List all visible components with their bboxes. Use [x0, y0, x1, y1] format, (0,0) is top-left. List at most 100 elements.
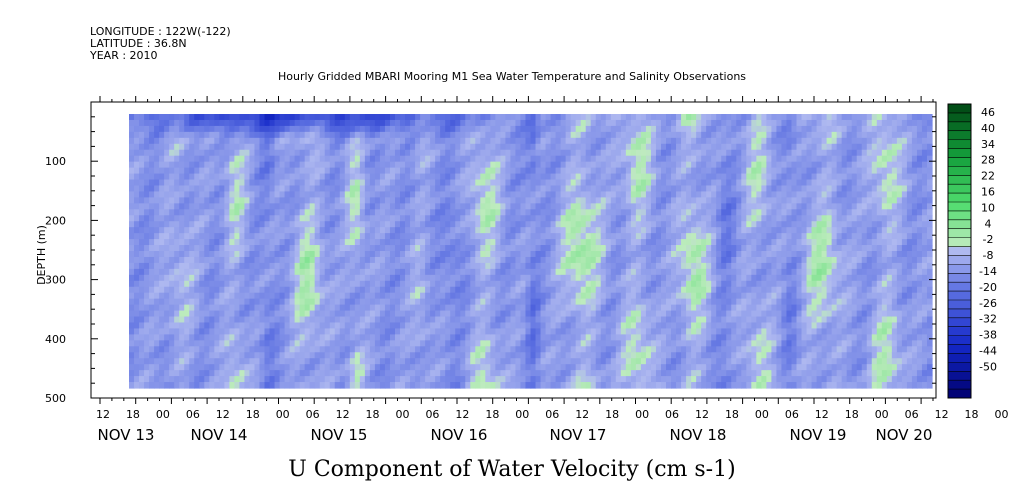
field-cell	[234, 114, 241, 121]
field-cell	[229, 310, 235, 318]
field-cell	[460, 233, 466, 240]
field-cell	[314, 143, 321, 151]
field-cell	[294, 239, 301, 246]
field-cell	[389, 382, 396, 389]
field-cell	[425, 245, 431, 252]
field-cell	[425, 304, 431, 312]
field-cell	[470, 322, 476, 330]
field-cell	[535, 376, 542, 383]
field-cell	[389, 245, 396, 252]
field-cell	[560, 340, 567, 347]
field-cell	[314, 251, 321, 258]
field-cell	[570, 352, 577, 359]
field-cell	[505, 149, 512, 157]
field-cell	[645, 334, 652, 341]
field-cell	[149, 221, 155, 228]
field-cell	[394, 274, 401, 282]
field-cell	[259, 376, 266, 383]
field-cell	[620, 203, 627, 210]
field-cell	[445, 197, 451, 204]
field-cell	[309, 197, 316, 204]
field-cell	[425, 322, 431, 330]
field-cell	[515, 155, 522, 163]
field-cell	[400, 227, 406, 234]
field-cell	[666, 161, 672, 169]
field-cell	[284, 167, 291, 175]
field-cell	[269, 191, 276, 198]
field-cell	[495, 179, 501, 187]
field-cell	[455, 161, 461, 169]
field-cell	[284, 316, 291, 324]
field-cell	[485, 298, 491, 306]
field-cell	[555, 370, 562, 377]
field-cell	[565, 221, 572, 228]
field-cell	[249, 304, 256, 312]
field-cell	[650, 274, 657, 282]
field-cell	[299, 167, 306, 175]
field-cell	[209, 197, 215, 204]
field-cell	[299, 364, 306, 371]
field-cell	[139, 334, 145, 341]
field-cell	[164, 280, 170, 288]
field-cell	[405, 245, 411, 252]
field-cell	[264, 364, 271, 371]
field-cell	[480, 304, 486, 312]
field-cell	[174, 376, 180, 383]
field-cell	[660, 203, 667, 210]
field-cell	[194, 209, 200, 216]
field-cell	[239, 239, 246, 246]
field-cell	[334, 376, 341, 383]
field-cell	[520, 149, 527, 157]
field-cell	[144, 352, 150, 359]
field-cell	[635, 256, 642, 264]
field-cell	[144, 179, 150, 187]
field-cell	[359, 173, 366, 181]
field-cell	[415, 227, 421, 234]
field-cell	[495, 251, 501, 258]
field-cell	[410, 346, 416, 353]
field-cell	[455, 209, 461, 216]
field-cell	[405, 310, 411, 318]
field-cell	[394, 328, 401, 335]
field-cell	[555, 131, 562, 139]
field-cell	[159, 298, 165, 306]
field-cell	[615, 239, 622, 246]
field-cell	[284, 137, 291, 145]
field-cell	[394, 245, 401, 252]
field-cell	[660, 173, 667, 181]
field-cell	[440, 292, 446, 300]
field-cell	[359, 328, 366, 335]
field-cell	[174, 262, 180, 270]
field-cell	[239, 316, 246, 324]
field-cell	[339, 316, 346, 324]
field-cell	[475, 274, 481, 282]
field-cell	[359, 203, 366, 210]
field-cell	[480, 292, 486, 300]
field-cell	[460, 304, 466, 312]
field-cell	[189, 310, 195, 318]
field-cell	[645, 155, 652, 163]
field-cell	[379, 173, 386, 181]
field-cell	[645, 322, 652, 330]
field-cell	[500, 215, 507, 222]
field-cell	[605, 286, 612, 294]
field-cell	[545, 215, 552, 222]
field-cell	[660, 161, 667, 169]
field-cell	[309, 167, 316, 175]
field-cell	[329, 280, 336, 288]
field-cell	[379, 161, 386, 169]
field-cell	[530, 114, 537, 121]
field-cell	[425, 221, 431, 228]
field-cell	[284, 215, 291, 222]
field-cell	[640, 280, 647, 288]
field-cell	[224, 251, 230, 258]
field-cell	[415, 167, 421, 175]
field-cell	[144, 292, 150, 300]
field-cell	[319, 209, 326, 216]
field-cell	[374, 197, 381, 204]
field-cell	[179, 310, 185, 318]
field-cell	[149, 352, 155, 359]
field-cell	[415, 221, 421, 228]
field-cell	[440, 382, 446, 389]
field-cell	[570, 167, 577, 175]
